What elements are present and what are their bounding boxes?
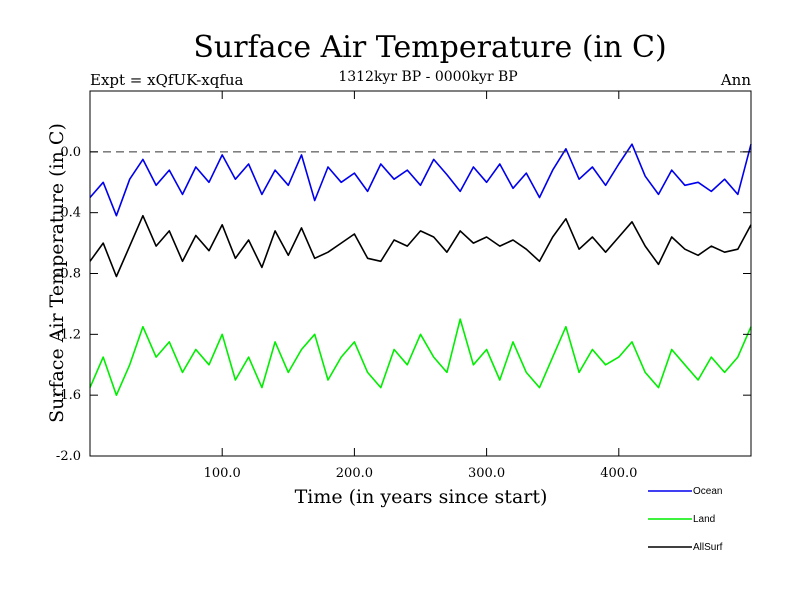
axes-layer: 100.0 200.0 300.0 400.0 0.0 -0.4 -0.8 -1.2 -1.6 -…: [56, 91, 751, 481]
legend-label-ocean: Ocean: [693, 486, 722, 497]
series-line-ocean: [89, 143, 752, 217]
chart-title: Surface Air Temperature (in C): [193, 30, 666, 65]
x-axis-label: Time (in years since start): [295, 486, 548, 508]
series-layer: [89, 143, 752, 397]
experiment-label: Expt = xQfUK-xqfua: [90, 71, 244, 89]
period-label: Ann: [720, 71, 751, 89]
x-tick-label: 400.0: [600, 466, 637, 481]
legend: Ocean Land AllSurf: [648, 486, 723, 553]
x-tick-label: 300.0: [468, 466, 505, 481]
legend-label-land: Land: [693, 514, 715, 525]
series-line-land: [89, 318, 752, 397]
legend-label-allsurf: AllSurf: [693, 542, 723, 553]
series-line-allsurf: [89, 214, 752, 278]
y-tick-label: -1.6: [56, 388, 81, 403]
chart-subtitle: 1312kyr BP - 0000kyr BP: [338, 69, 517, 85]
x-tick-label: 200.0: [336, 466, 373, 481]
y-tick-label: -0.8: [56, 267, 81, 282]
y-tick-label: -2.0: [56, 449, 81, 464]
y-tick-label: 0.0: [60, 145, 81, 160]
plot-frame: [89, 90, 752, 457]
y-tick-label: -1.2: [56, 327, 81, 342]
y-tick-label: -0.4: [56, 206, 81, 221]
y-axis-label: Surface Air Temperature (in C): [46, 123, 68, 423]
x-tick-label: 100.0: [204, 466, 241, 481]
